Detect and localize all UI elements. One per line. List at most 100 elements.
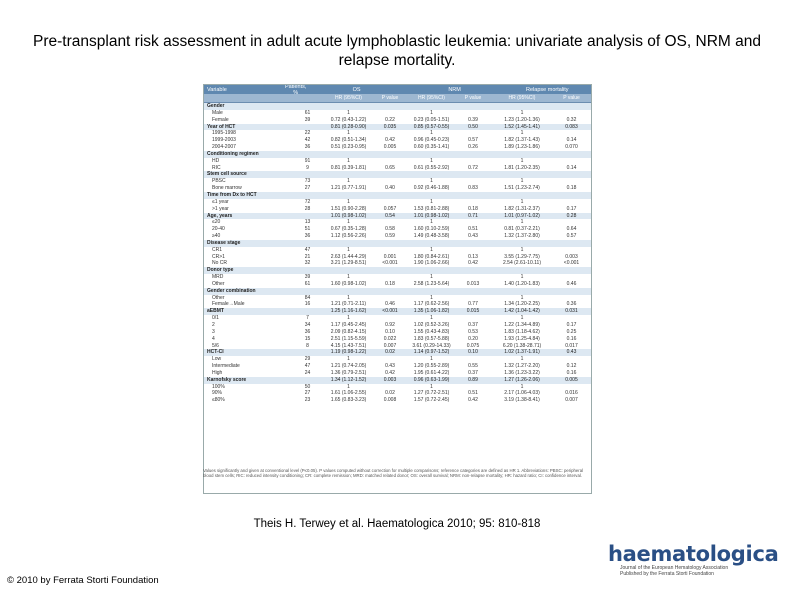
table-row: ≤80% 23 1.65 (0.83-3.23) 0.008 1.57 (0.72-2.… [204, 397, 591, 404]
table-cell: 1 [430, 246, 433, 253]
table-cell: 1 [520, 294, 524, 301]
table-cell: aEBMT [207, 308, 224, 315]
table-cell: 0.14 [566, 137, 577, 144]
table-cell: CR1 [212, 246, 223, 253]
table-cell: 21 [304, 253, 311, 260]
group-nrm: NRM [448, 86, 461, 93]
table-row: aEBMT 1.25 (1.16-1.62) <0.001 1.35 (1.06-1.… [204, 308, 591, 316]
table-cell: 0.070 [565, 144, 578, 151]
table-cell: 0.43 [385, 363, 395, 370]
table-row: Gender [204, 103, 591, 110]
table-cell: 1 [347, 109, 350, 116]
table-cell: 0.40 [385, 185, 395, 192]
table-cell: 0.46 [385, 301, 395, 308]
table-cell: HD [212, 157, 220, 164]
logo-line2: Published by the Ferrata Storti Foundati… [620, 571, 714, 577]
table-cell: 7 [306, 315, 309, 322]
table-cell: 1.81 (1.20-2.35) [504, 164, 540, 171]
table-cell: 0.42 [385, 369, 395, 376]
table-cell: 1 [520, 219, 524, 226]
table-cell: 1.90 (1.06-2.66) [413, 260, 450, 267]
table-cell: 3 [212, 328, 215, 335]
table-row: ≤20 13 1 1 1 [204, 219, 591, 226]
table-cell: 27 [304, 390, 311, 397]
table-cell: Female [212, 116, 229, 123]
table-cell: 1.34 (1.12-1.52) [330, 376, 367, 383]
table-cell: 0.17 [566, 205, 577, 212]
table-cell: Disease stage [207, 239, 241, 246]
table-row: 20-40 51 0.67 (0.35-1.28) 0.58 1.60 (0.10-2.… [204, 226, 591, 233]
table-cell: 1 [430, 383, 433, 390]
table-row: Age, years 1.01 (0.98-1.02) 0.54 1.01 (0.98… [204, 212, 591, 220]
copyright: © 2010 by Ferrata Storti Foundation [7, 575, 159, 586]
table-cell: Conditioning regimen [207, 150, 259, 157]
header-hr-nrm: HR (95%CI) [418, 95, 445, 101]
table-cell: <0.001 [382, 260, 398, 267]
table-cell: ≤1 year [212, 198, 229, 205]
table-cell: Donor type [207, 267, 234, 274]
table-cell: 0.39 [468, 116, 478, 123]
table-cell: 0.65 [385, 164, 395, 171]
table-cell: 1 [347, 178, 350, 185]
table-cell: 1 [347, 157, 350, 164]
table-row: HD 91 1 1 1 [204, 158, 591, 165]
table-cell: 0.43 [566, 349, 577, 356]
table-row: Other 61 1.60 (0.98-1.02) 0.18 2.58 (1.23-5.… [204, 281, 591, 288]
table-cell: 0.89 [468, 376, 478, 383]
table-cell: 0.96 (0.63-1.99) [413, 376, 450, 383]
table-cell: 0.10 [468, 349, 478, 356]
table-row: Low 29 1 1 1 [204, 356, 591, 363]
table-cell: 0.81 (0.28-0.90) [330, 123, 367, 130]
table-cell: 1.60 (0.98-1.02) [330, 280, 367, 287]
table-cell: 20-40 [212, 226, 225, 233]
table-cell: 0.23 (0.05-1.51) [413, 116, 450, 123]
table-cell: 0.82 (0.51-1.34) [330, 137, 367, 144]
table-cell: 22 [304, 130, 311, 137]
table-row: Male 61 1 1 1 [204, 110, 591, 117]
table-cell: 0.81 (0.37-2.21) [504, 226, 540, 233]
table-cell: 39 [304, 274, 311, 281]
table-row: Female→Male 16 1.21 (0.71-2.11) 0.46 1.17 (0… [204, 301, 591, 308]
table-cell: 0.007 [383, 342, 397, 349]
table-footnote: Values significantly and given at conven… [203, 468, 584, 479]
table-cell: 0.26 [468, 144, 478, 151]
table-cell: 0.85 (0.57-0.55) [413, 123, 450, 130]
table-row: 2004-2007 36 0.51 (0.23-0.95) 0.005 0.60 (0.… [204, 144, 591, 151]
table-cell: 0.72 (0.43-1.22) [330, 116, 367, 123]
table-cell: 0.28 [566, 212, 577, 219]
table-cell: HCT-CI [207, 349, 224, 356]
table-cell: 0.51 [468, 226, 478, 233]
table-cell: 0.031 [565, 308, 578, 315]
table-cell: 1 [520, 246, 524, 253]
table-cell: 4.15 (1.43-7.51) [330, 342, 367, 349]
table-cell: 0.43 [468, 233, 478, 240]
table-cell: 1.01 (0.98-1.02) [330, 212, 367, 219]
table-cell: Other [212, 294, 225, 301]
table-cell: 1.01 (0.98-1.02) [413, 212, 450, 219]
table-cell: 2.51 (1.15-5.59) [330, 335, 367, 342]
table-cell: 0.46 [566, 280, 577, 287]
table-cell: 1.19 (0.98-1.22) [330, 349, 367, 356]
table-cell: 29 [304, 356, 311, 363]
table-cell: 0.67 (0.35-1.28) [330, 226, 367, 233]
table-row: CR>1 21 2.63 (1.44-4.29) 0.001 1.80 (0.84-2.… [204, 254, 591, 261]
table-cell: 24 [304, 369, 311, 376]
table-row: High 24 1.36 (0.79-2.51) 0.42 1.95 (0.61-4.2… [204, 370, 591, 377]
table-cell: Karnofsky score [207, 376, 247, 383]
table-cell: 1 [347, 383, 350, 390]
table-cell: 1 [347, 294, 350, 301]
table-row: 100% 50 1 1 1 [204, 384, 591, 391]
table-cell: 1 [430, 315, 433, 322]
table-cell: 1 [430, 274, 433, 281]
table-cell: 0.54 [385, 212, 395, 219]
table-cell: 0.25 [566, 328, 577, 335]
table-cell: 0.16 [566, 335, 577, 342]
header-variable: Variable [207, 86, 227, 93]
table-cell: 1 [520, 157, 524, 164]
table-cell: 50 [304, 383, 311, 390]
table-cell: 0.005 [565, 376, 578, 383]
header-hr-relapse: HR (95%CI) [508, 95, 536, 101]
table-cell: 0.20 [468, 335, 478, 342]
table-cell: 0.001 [383, 253, 397, 260]
table-cell: 0.36 [566, 301, 577, 308]
